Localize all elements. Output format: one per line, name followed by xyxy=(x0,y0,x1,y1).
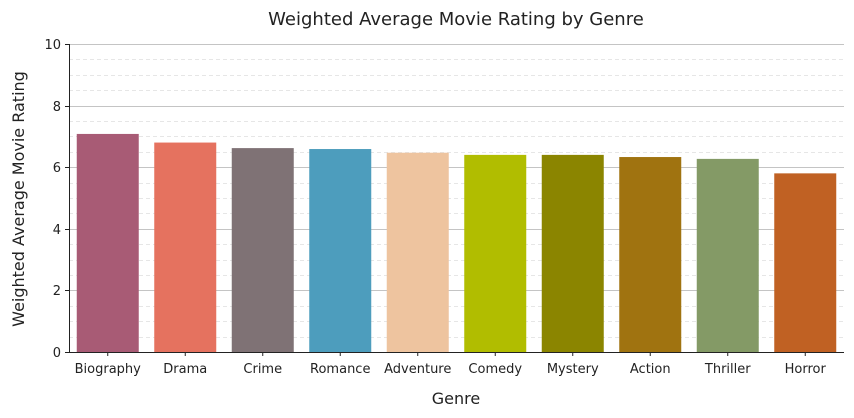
bars xyxy=(76,133,837,352)
x-tick-label: Romance xyxy=(310,362,370,377)
y-tick-label: 10 xyxy=(44,38,61,53)
x-tick-label: Adventure xyxy=(384,362,451,377)
bar-comedy xyxy=(464,154,527,352)
x-tick-label: Action xyxy=(630,362,671,377)
bar-horror xyxy=(774,173,837,352)
y-tick-label: 2 xyxy=(53,284,61,299)
x-tick-label: Thriller xyxy=(704,362,751,377)
y-tick-label: 4 xyxy=(53,223,61,238)
chart-title: Weighted Average Movie Rating by Genre xyxy=(268,9,644,30)
y-tick-label: 6 xyxy=(53,161,61,176)
bar-action xyxy=(619,157,682,352)
bar-romance xyxy=(309,149,372,352)
x-tick-label: Comedy xyxy=(468,362,522,377)
bar-adventure xyxy=(386,152,449,352)
y-tick-label: 8 xyxy=(53,100,61,115)
axes xyxy=(69,44,844,353)
x-tick-label: Horror xyxy=(785,362,827,377)
x-tick-label: Drama xyxy=(163,362,207,377)
x-axis-label: Genre xyxy=(432,389,480,408)
bar-crime xyxy=(231,148,294,352)
x-ticks: Biography Drama Crime Romance Adventure Comed… xyxy=(75,352,827,377)
y-tick-label: 0 xyxy=(53,346,61,361)
y-ticks: 0 2 4 6 8 10 xyxy=(44,38,69,361)
x-tick-label: Mystery xyxy=(547,362,599,377)
bar-mystery xyxy=(541,154,604,352)
y-axis-label: Weighted Average Movie Rating xyxy=(9,71,28,327)
x-tick-label: Biography xyxy=(75,362,142,377)
bar-drama xyxy=(154,142,217,352)
bar-biography xyxy=(76,133,139,352)
x-tick-label: Crime xyxy=(243,362,282,377)
bar-thriller xyxy=(696,158,759,352)
